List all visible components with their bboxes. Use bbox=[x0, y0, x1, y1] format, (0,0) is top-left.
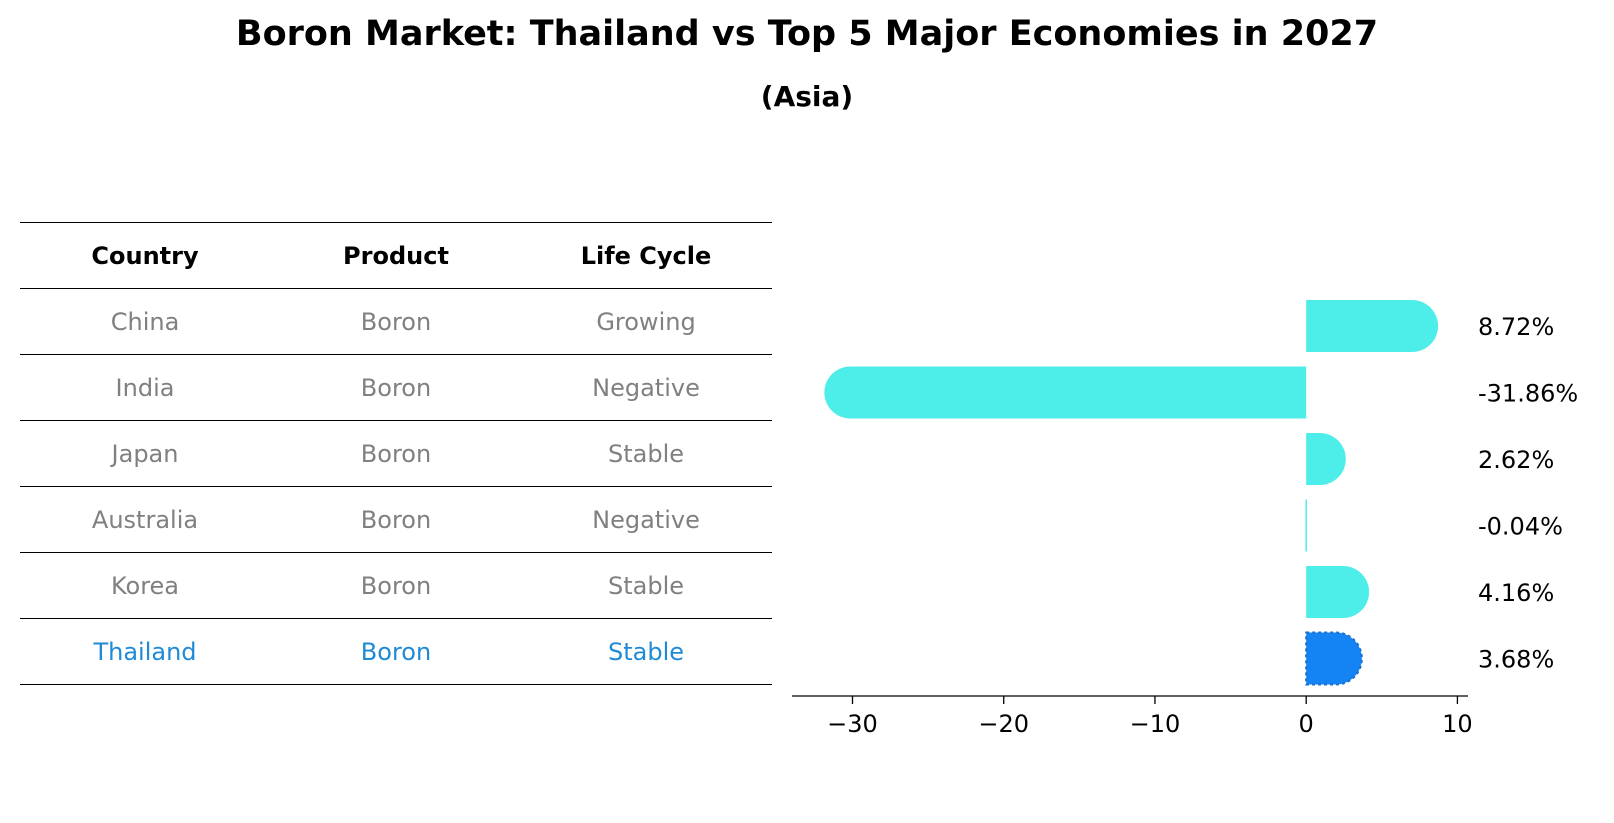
cell-life-cycle: Negative bbox=[592, 374, 700, 402]
bar bbox=[1306, 433, 1346, 485]
data-label: 8.72% bbox=[1478, 313, 1554, 341]
bar bbox=[1305, 499, 1307, 552]
cell-life-cycle: Negative bbox=[592, 506, 700, 534]
cell-country: Japan bbox=[111, 440, 179, 468]
cell-product: Boron bbox=[360, 308, 432, 336]
bar bbox=[824, 366, 1307, 419]
table-row: China Boron Growing bbox=[20, 288, 772, 354]
cell-country: Thailand bbox=[93, 638, 197, 666]
bar bbox=[1306, 300, 1439, 352]
cell-product: Boron bbox=[360, 572, 432, 600]
data-label: 3.68% bbox=[1478, 646, 1554, 674]
cell-life-cycle: Stable bbox=[607, 572, 685, 600]
cell-country: Korea bbox=[110, 572, 180, 600]
header-country: Country bbox=[91, 242, 199, 270]
x-tick-label: −30 bbox=[827, 710, 878, 738]
x-tick-label: 0 bbox=[1299, 710, 1314, 738]
table-row: Korea Boron Stable bbox=[20, 552, 772, 618]
data-table: Country Product Life Cycle China Boron G… bbox=[20, 222, 772, 685]
bar bbox=[1306, 566, 1370, 618]
x-tick-label: 10 bbox=[1442, 710, 1473, 738]
table-header-row: Country Product Life Cycle bbox=[20, 222, 772, 288]
table-row: India Boron Negative bbox=[20, 354, 772, 420]
chart-subtitle: (Asia) bbox=[760, 80, 854, 113]
chart-title: Boron Market: Thailand vs Top 5 Major Ec… bbox=[235, 14, 1379, 54]
cell-country: India bbox=[115, 374, 175, 402]
table-row: Japan Boron Stable bbox=[20, 420, 772, 486]
data-label: 2.62% bbox=[1478, 446, 1554, 474]
cell-life-cycle: Stable bbox=[607, 440, 685, 468]
data-label: -0.04% bbox=[1478, 513, 1563, 541]
table-row: Australia Boron Negative bbox=[20, 486, 772, 552]
x-tick-label: −20 bbox=[978, 710, 1029, 738]
cell-life-cycle: Stable bbox=[607, 638, 685, 666]
cell-product: Boron bbox=[360, 374, 432, 402]
data-label: -31.86% bbox=[1478, 380, 1578, 408]
cell-country: Australia bbox=[91, 506, 199, 534]
cell-product: Boron bbox=[360, 506, 432, 534]
cell-life-cycle: Growing bbox=[596, 308, 696, 336]
table-row-highlighted: Thailand Boron Stable bbox=[20, 618, 772, 685]
header-life-cycle: Life Cycle bbox=[580, 242, 712, 270]
cell-country: China bbox=[110, 308, 180, 336]
bar bbox=[1305, 631, 1363, 686]
cell-product: Boron bbox=[360, 440, 432, 468]
header-product: Product bbox=[343, 242, 449, 270]
x-tick-label: −10 bbox=[1130, 710, 1181, 738]
data-label: 4.16% bbox=[1478, 579, 1554, 607]
cell-product: Boron bbox=[360, 638, 432, 666]
